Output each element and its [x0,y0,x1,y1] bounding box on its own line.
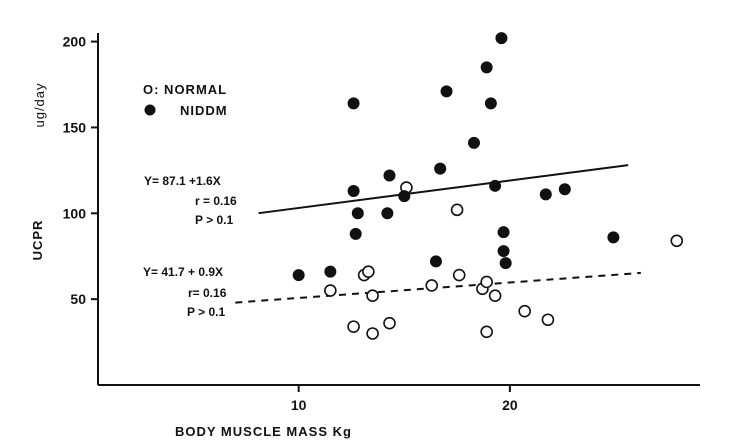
point-niddm [497,245,510,258]
regression-line-normal [235,271,641,304]
niddm-regression-annotation: Y= 87.1 +1.6X r = 0.16 P > 0.1 [144,174,237,227]
y-tick-label: 100 [63,205,87,221]
legend-niddm-label: NIDDM [180,103,228,118]
point-normal [480,325,493,339]
legend-niddm-marker [144,104,156,116]
point-niddm [347,97,360,110]
niddm-r-value: r = 0.16 [195,194,237,208]
point-niddm [484,97,497,110]
point-niddm [467,136,480,149]
point-niddm [495,32,508,45]
point-normal [452,268,466,282]
normal-equation: Y= 41.7 + 0.9X [143,265,223,279]
point-niddm [381,207,394,220]
point-normal [347,320,360,333]
point-normal [324,284,337,297]
point-normal [670,234,684,248]
x-tick-label: 10 [291,397,307,413]
axes [97,33,700,386]
point-niddm [398,190,411,203]
niddm-equation: Y= 87.1 +1.6X [144,174,221,188]
point-niddm [607,231,620,244]
point-niddm [434,162,447,175]
regression-line-niddm [258,164,629,215]
point-normal [450,203,464,217]
point-normal [366,289,379,303]
x-axis-title: BODY MUSCLE MASS Kg [175,424,352,439]
niddm-p-value: P > 0.1 [195,213,233,227]
y-tick-label: 50 [70,291,86,307]
point-normal [383,316,396,330]
point-normal [480,275,493,289]
point-normal [488,289,502,303]
point-niddm [480,61,493,74]
legend: O: NORMAL NIDDM [143,82,228,118]
point-normal [518,304,531,318]
point-niddm [558,183,571,196]
point-niddm [324,265,337,278]
point-niddm [347,184,360,197]
point-niddm [497,226,510,239]
y-tick-label: 200 [63,34,87,50]
point-niddm [499,257,512,270]
point-normal [362,265,375,278]
point-niddm [539,188,552,201]
x-tick-label: 20 [502,397,518,413]
regression-lines [235,164,641,304]
point-niddm [489,179,502,192]
point-niddm [440,85,453,98]
ticks [91,40,511,392]
normal-p-value: P > 0.1 [187,305,225,319]
y-axis-unit: ug/day [32,82,47,127]
point-niddm [349,227,362,240]
point-normal [541,313,555,327]
point-niddm [383,169,396,182]
point-niddm [292,269,305,282]
point-normal [366,327,379,340]
normal-regression-annotation: Y= 41.7 + 0.9X r= 0.16 P > 0.1 [143,265,227,319]
y-axis-title: UCPR [30,220,45,261]
point-niddm [429,255,442,268]
tick-labels: 50 100 150 200 10 20 [63,34,518,413]
data-points [292,32,684,340]
point-niddm [351,207,364,220]
normal-r-value: r= 0.16 [188,286,227,300]
legend-normal-label: O: NORMAL [143,82,227,97]
point-normal [425,279,439,292]
y-tick-label: 150 [63,119,87,135]
